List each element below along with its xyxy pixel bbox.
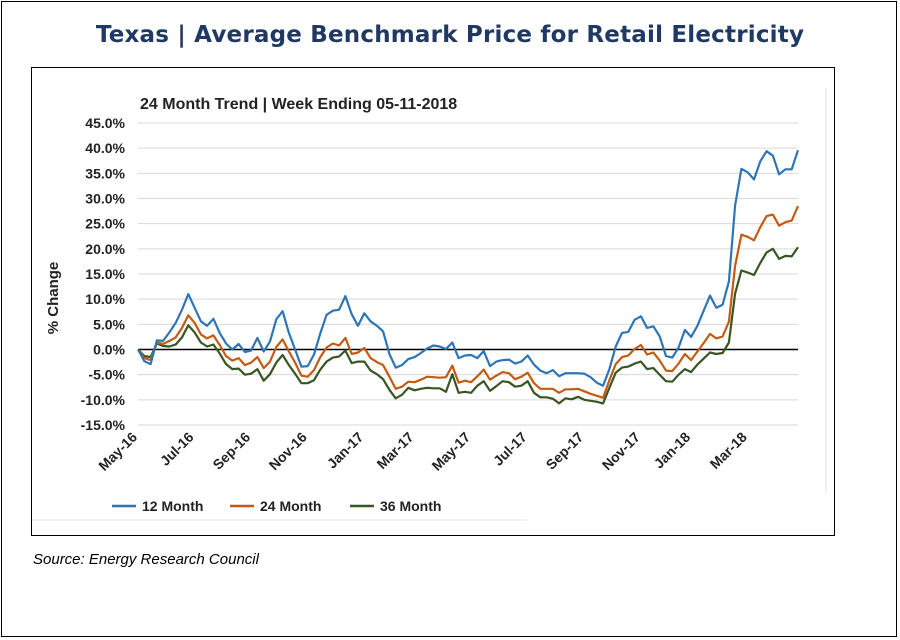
y-tick-label: -5.0% [88, 367, 125, 383]
y-tick-labels: -15.0% -10.0% -5.0% 0.0% 5.0% 10.0% 15.0% 20.0%… [81, 115, 126, 433]
chart-title: 24 Month Trend | Week Ending 05-11-2018 [140, 96, 457, 113]
source-note: Source: Energy Research Council [33, 551, 259, 568]
line-chart: 24 Month Trend | Week Ending 05-11-2018 … [32, 68, 834, 535]
series-line-12-month [137, 149, 800, 387]
legend-label: 36 Month [380, 498, 441, 514]
y-tick-label: 0.0% [93, 342, 125, 358]
page-title: Texas | Average Benchmark Price for Reta… [95, 22, 805, 48]
y-tick-label: 30.0% [85, 191, 125, 207]
legend-label: 12 Month [142, 498, 203, 514]
legend-label: 24 Month [260, 498, 321, 514]
y-tick-label: 5.0% [93, 316, 125, 332]
chart-container: 24 Month Trend | Week Ending 05-11-2018 … [31, 67, 835, 536]
y-tick-label: -15.0% [81, 417, 126, 433]
y-tick-label: 35.0% [85, 165, 125, 181]
legend: 12 Month 24 Month 36 Month [112, 498, 441, 514]
y-tick-label: 45.0% [85, 115, 125, 131]
chart-background [32, 68, 834, 535]
y-tick-label: 15.0% [85, 266, 125, 282]
grid-layer [138, 122, 798, 426]
y-tick-label: 25.0% [85, 216, 125, 232]
series-line-36-month [137, 246, 799, 405]
y-tick-label: 10.0% [85, 291, 125, 307]
series-layer [137, 149, 800, 405]
y-tick-label: 40.0% [85, 140, 125, 156]
y-axis-label: % Change [45, 262, 62, 335]
y-tick-label: -10.0% [81, 392, 126, 408]
y-tick-label: 20.0% [85, 241, 125, 257]
series-line-24-month [137, 205, 800, 399]
